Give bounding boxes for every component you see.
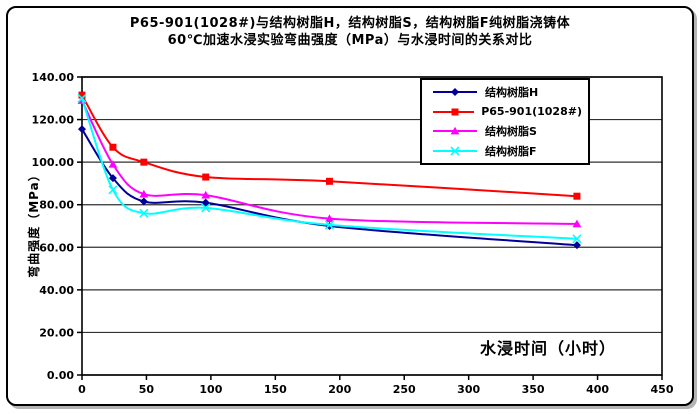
diamond-marker-icon	[433, 87, 477, 96]
triangle-marker-icon	[201, 190, 211, 199]
square-marker-icon	[325, 177, 333, 185]
x-tick-label: 50	[139, 383, 155, 396]
x-tick-label: 300	[457, 383, 480, 396]
x-tick-label: 350	[522, 383, 545, 396]
x-marker-icon	[77, 93, 87, 103]
y-tick-label: 20.00	[39, 326, 74, 339]
triangle-marker-icon	[572, 219, 582, 228]
triangle-marker-icon	[433, 127, 477, 135]
x-tick-label: 0	[78, 383, 86, 396]
triangle-marker-icon	[139, 189, 149, 198]
y-tick-label: 100.00	[32, 156, 75, 169]
x-tick-label: 450	[651, 383, 674, 396]
y-axis-title: 弯曲强度（MPa）	[27, 168, 41, 278]
triangle-marker-icon	[108, 160, 118, 168]
legend-label: P65-901(1028#)	[481, 105, 582, 119]
square-marker-icon	[202, 173, 210, 181]
triangle-marker-icon	[325, 214, 334, 222]
y-tick-label: 120.00	[32, 114, 75, 127]
legend: 结构树脂H P65-901(1028#) 结构树脂S 结构树脂F	[420, 78, 590, 165]
x-tick-label: 250	[393, 383, 416, 396]
chart-title: P65-901(1028#)与结构树脂H，结构树脂S，结构树脂F纯树脂浇铸体 6…	[8, 15, 692, 49]
y-tick-label: 60.00	[39, 241, 74, 254]
diamond-marker-icon	[201, 198, 210, 207]
x-tick-label: 200	[328, 383, 351, 396]
x-tick-label: 400	[586, 383, 609, 396]
y-tick-label: 80.00	[39, 199, 74, 212]
x-marker-icon	[433, 146, 477, 156]
x-marker-icon	[201, 203, 211, 213]
diamond-marker-icon	[78, 125, 86, 134]
square-marker-icon	[433, 108, 475, 116]
legend-item: 结构树脂F	[432, 142, 582, 160]
legend-label: 结构树脂S	[485, 125, 537, 139]
chart-title-line2: 60℃加速水浸实验弯曲强度（MPa）与水浸时间的关系对比	[167, 33, 533, 48]
diamond-marker-icon	[572, 241, 581, 250]
x-marker-icon	[572, 234, 582, 244]
square-marker-icon	[78, 91, 86, 99]
x-marker-icon	[139, 208, 149, 218]
x-marker-icon	[324, 220, 335, 230]
x-tick-label: 100	[199, 383, 222, 396]
square-marker-icon	[573, 192, 581, 200]
chart-title-line1: P65-901(1028#)与结构树脂H，结构树脂S，结构树脂F纯树脂浇铸体	[129, 16, 571, 31]
square-marker-icon	[109, 143, 117, 151]
y-tick-label: 0.00	[47, 369, 74, 382]
diamond-marker-icon	[139, 197, 148, 206]
y-tick-label: 140.00	[32, 71, 75, 84]
y-tick-label: 40.00	[39, 284, 74, 297]
x-tick-label: 150	[264, 383, 287, 396]
square-marker-icon	[140, 158, 148, 166]
x-marker-icon	[108, 185, 118, 195]
diamond-marker-icon	[108, 174, 117, 183]
plot-border	[81, 76, 663, 376]
x-axis-title: 水浸时间（小时）	[480, 339, 617, 358]
legend-item: 结构树脂H	[432, 83, 582, 101]
legend-item: 结构树脂S	[432, 122, 582, 140]
legend-item: P65-901(1028#)	[432, 103, 582, 121]
legend-label: 结构树脂H	[485, 85, 539, 99]
chart-frame[interactable]: 0.00 20.00 40.00 60.00 80.00 100.00 120.00 140.…	[6, 6, 694, 406]
legend-label: 结构树脂F	[485, 145, 537, 159]
